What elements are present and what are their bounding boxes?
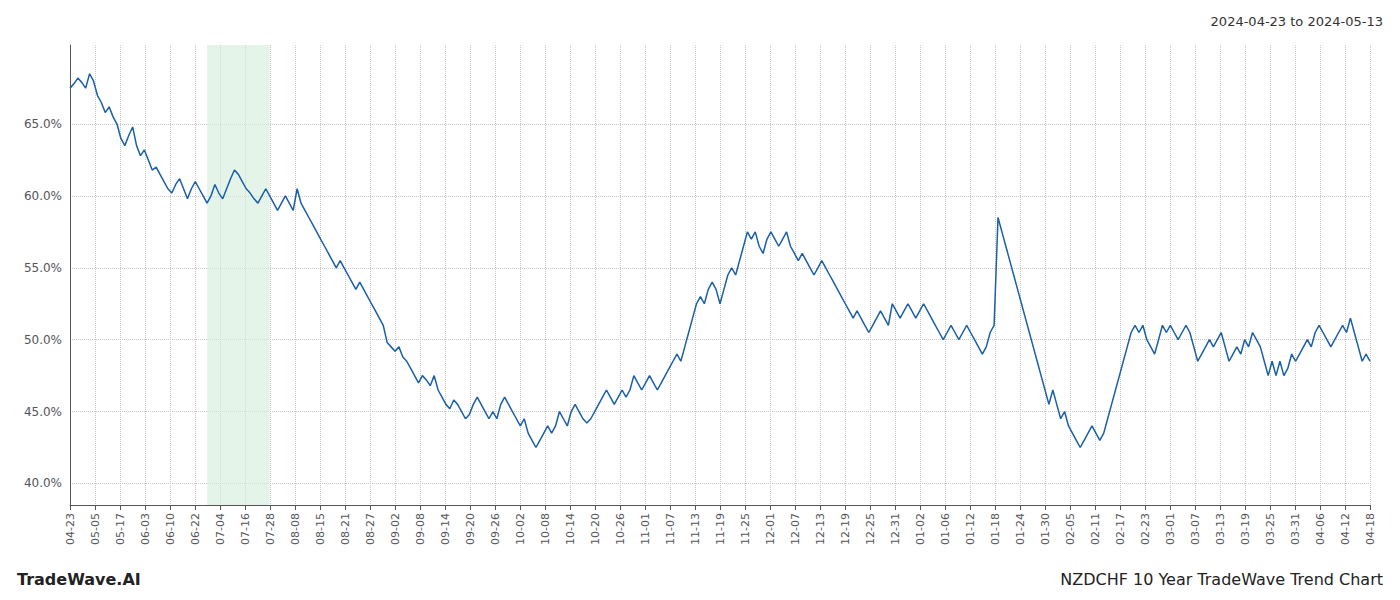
svg-text:09-26: 09-26 [489, 513, 502, 545]
svg-text:55.0%: 55.0% [24, 261, 62, 275]
svg-text:10-08: 10-08 [539, 513, 552, 545]
svg-text:04-12: 04-12 [1339, 513, 1352, 545]
svg-text:02-23: 02-23 [1139, 513, 1152, 545]
svg-text:03-13: 03-13 [1214, 513, 1227, 545]
svg-text:12-31: 12-31 [889, 513, 902, 545]
svg-text:09-20: 09-20 [464, 513, 477, 545]
svg-text:12-25: 12-25 [864, 513, 877, 545]
svg-text:01-02: 01-02 [914, 513, 927, 545]
svg-text:01-06: 01-06 [939, 513, 952, 545]
svg-text:2024-04-23 to 2024-05-13: 2024-04-23 to 2024-05-13 [1211, 14, 1383, 29]
svg-text:01-24: 01-24 [1014, 513, 1027, 545]
svg-text:12-19: 12-19 [839, 513, 852, 545]
svg-text:10-20: 10-20 [589, 513, 602, 545]
svg-text:08-15: 08-15 [314, 513, 327, 545]
svg-text:02-11: 02-11 [1089, 513, 1102, 545]
svg-text:08-21: 08-21 [339, 513, 352, 545]
svg-text:01-18: 01-18 [989, 513, 1002, 545]
svg-text:04-06: 04-06 [1314, 513, 1327, 545]
svg-text:10-02: 10-02 [514, 513, 527, 545]
svg-text:09-08: 09-08 [414, 513, 427, 545]
svg-text:11-19: 11-19 [714, 513, 727, 545]
svg-text:03-25: 03-25 [1264, 513, 1277, 545]
svg-text:07-16: 07-16 [239, 513, 252, 545]
svg-text:12-01: 12-01 [764, 513, 777, 545]
svg-text:08-27: 08-27 [364, 513, 377, 545]
svg-text:04-18: 04-18 [1364, 513, 1377, 545]
svg-text:04-23: 04-23 [64, 513, 77, 545]
svg-text:07-04: 07-04 [214, 513, 227, 545]
svg-text:09-02: 09-02 [389, 513, 402, 545]
svg-text:NZDCHF 10 Year TradeWave Trend: NZDCHF 10 Year TradeWave Trend Chart [1060, 570, 1383, 589]
svg-text:40.0%: 40.0% [24, 476, 62, 490]
svg-text:12-07: 12-07 [789, 513, 802, 545]
svg-text:03-01: 03-01 [1164, 513, 1177, 545]
svg-text:01-12: 01-12 [964, 513, 977, 545]
svg-text:45.0%: 45.0% [24, 405, 62, 419]
svg-text:02-17: 02-17 [1114, 513, 1127, 545]
svg-text:09-14: 09-14 [439, 513, 452, 545]
svg-text:06-10: 06-10 [164, 513, 177, 545]
svg-text:06-22: 06-22 [189, 513, 202, 545]
svg-text:06-03: 06-03 [139, 513, 152, 545]
svg-text:10-26: 10-26 [614, 513, 627, 545]
svg-text:65.0%: 65.0% [24, 117, 62, 131]
svg-text:11-01: 11-01 [639, 513, 652, 545]
svg-text:02-05: 02-05 [1064, 513, 1077, 545]
svg-text:11-13: 11-13 [689, 513, 702, 545]
svg-text:10-14: 10-14 [564, 513, 577, 545]
svg-text:03-19: 03-19 [1239, 513, 1252, 545]
svg-text:05-05: 05-05 [89, 513, 102, 545]
svg-text:08-08: 08-08 [289, 513, 302, 545]
svg-text:11-25: 11-25 [739, 513, 752, 545]
svg-text:50.0%: 50.0% [24, 333, 62, 347]
svg-text:05-17: 05-17 [114, 513, 127, 545]
svg-text:TradeWave.AI: TradeWave.AI [17, 570, 141, 589]
svg-text:60.0%: 60.0% [24, 189, 62, 203]
svg-text:07-28: 07-28 [264, 513, 277, 545]
svg-text:01-30: 01-30 [1039, 513, 1052, 545]
svg-text:11-07: 11-07 [664, 513, 677, 545]
svg-text:03-31: 03-31 [1289, 513, 1302, 545]
svg-text:03-07: 03-07 [1189, 513, 1202, 545]
svg-text:12-13: 12-13 [814, 513, 827, 545]
